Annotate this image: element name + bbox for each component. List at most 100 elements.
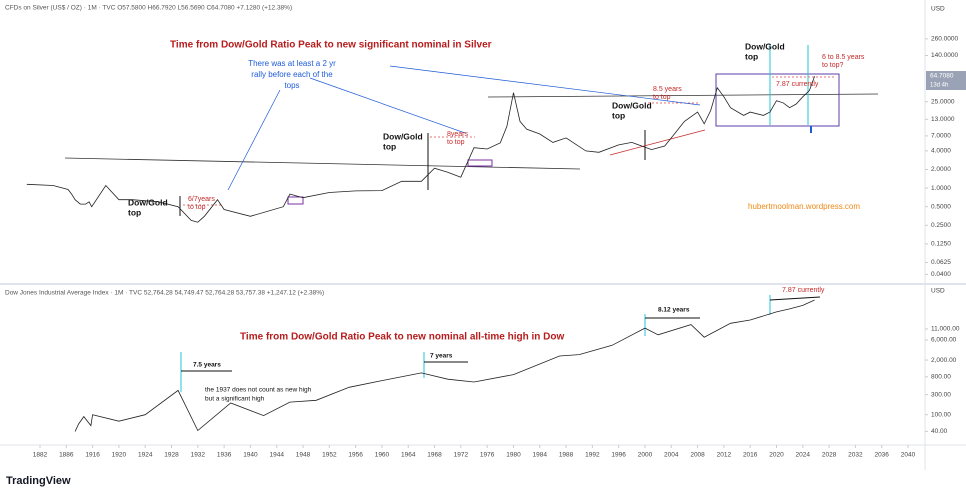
y-tick-label: 7.0000	[931, 133, 951, 140]
y-tick-label: 140.0000	[931, 52, 958, 59]
range-box	[287, 196, 304, 205]
x-tick-label: 1920	[112, 452, 127, 459]
dow-header: Dow Jones Industrial Average Index · 1M …	[5, 290, 324, 297]
annotation: top	[383, 141, 396, 151]
x-tick-label: 1988	[559, 452, 574, 459]
x-tick-label: 2000	[638, 452, 653, 459]
annotation: top	[128, 207, 141, 217]
annotation: 7.87 currently	[782, 287, 825, 294]
annotation: 7.5 years	[193, 362, 221, 369]
price-countdown: 13d 4h	[930, 83, 948, 89]
y-tick-label: 1.0000	[931, 185, 951, 192]
x-tick-label: 1980	[506, 452, 521, 459]
y-axis-unit: USD	[931, 288, 945, 295]
annotation: 8.5 years	[653, 86, 682, 93]
x-tick-label: 1944	[269, 452, 284, 459]
x-tick-label: 1972	[454, 452, 469, 459]
trend-line	[487, 93, 879, 98]
arrow	[769, 296, 821, 301]
silver-header: CFDs on Silver (US$ / OZ) · 1M · TVC O57…	[5, 5, 292, 12]
annotation-title: Time from Dow/Gold Ratio Peak to new nom…	[240, 332, 565, 343]
y-tick-label: 4.0000	[931, 148, 951, 155]
annotation: Dow/Gold	[128, 197, 168, 207]
x-tick-label: 1916	[85, 452, 100, 459]
x-tick-label: 2032	[848, 452, 863, 459]
price-label-box	[926, 71, 966, 90]
y-tick-label: 100.00	[931, 411, 951, 418]
marker	[810, 126, 812, 133]
y-tick-label: 25.0000	[931, 98, 955, 105]
price-label: 64.7080	[930, 73, 954, 80]
annotation: to top	[447, 139, 465, 146]
y-tick-label: 2,000.00	[931, 357, 957, 364]
y-tick-label: 11,000.00	[931, 326, 960, 333]
annotation: 7 years	[430, 353, 453, 360]
annotation: Dow/Gold	[383, 131, 423, 141]
y-tick-label: 260.0000	[931, 36, 958, 43]
trend-line	[609, 129, 706, 156]
y-axis-unit: USD	[931, 6, 945, 13]
x-tick-label: 1968	[427, 452, 442, 459]
x-tick-label: 1976	[480, 452, 495, 459]
y-tick-label: 40.00	[931, 428, 948, 435]
annotation: Dow/Gold	[612, 100, 652, 110]
x-tick-label: 2004	[664, 452, 679, 459]
y-tick-label: 0.0625	[931, 259, 951, 266]
x-tick-label: 1964	[401, 452, 416, 459]
x-tick-label: 2028	[822, 452, 837, 459]
annotation: tops	[284, 81, 299, 90]
annotation: but a significant high	[205, 396, 265, 403]
annotation: rally before each of the	[251, 70, 333, 79]
x-tick-label: 2020	[769, 452, 784, 459]
x-tick-label: 1882	[33, 452, 48, 459]
price-line	[26, 76, 815, 223]
x-tick-label: 1932	[191, 452, 206, 459]
annotation: 6 to 8.5 years	[822, 54, 865, 61]
y-tick-label: 0.5000	[931, 203, 951, 210]
x-tick-label: 2008	[690, 452, 705, 459]
y-tick-label: 0.1250	[931, 241, 951, 248]
arrow	[227, 89, 281, 191]
arrow	[389, 65, 701, 106]
range-box	[467, 159, 493, 167]
x-tick-label: 2040	[901, 452, 916, 459]
trend-line	[64, 157, 581, 170]
x-tick-label: 2024	[796, 452, 811, 459]
x-tick-label: 1960	[375, 452, 390, 459]
annotation: Dow/Gold	[745, 41, 785, 51]
annotation: top	[612, 110, 625, 120]
brand-logo: TradingView	[6, 475, 71, 487]
x-tick-label: 1948	[296, 452, 311, 459]
y-tick-label: 2.0000	[931, 166, 951, 173]
annotation: the 1937 does not count as new high	[205, 387, 312, 394]
y-tick-label: 13.0000	[931, 116, 955, 123]
annotation-title: Time from Dow/Gold Ratio Peak to new sig…	[170, 40, 492, 51]
y-tick-label: 6,000.00	[931, 337, 957, 344]
x-tick-label: 1992	[585, 452, 600, 459]
annotation: to top	[653, 94, 671, 101]
annotation: There was at least a 2 yr	[248, 59, 336, 68]
x-tick-label: 2012	[717, 452, 732, 459]
annotation: 8.12 years	[658, 307, 690, 314]
y-tick-label: 0.2500	[931, 222, 951, 229]
x-tick-label: 1956	[348, 452, 363, 459]
y-tick-label: 0.0400	[931, 271, 951, 278]
annotation: 6/7years	[188, 196, 215, 203]
x-tick-label: 1924	[138, 452, 153, 459]
x-tick-label: 2016	[743, 452, 758, 459]
price-line	[74, 299, 815, 432]
annotation: to top	[188, 204, 206, 211]
annotation: to top?	[822, 62, 844, 69]
y-tick-label: 800.00	[931, 373, 951, 380]
x-tick-label: 1886	[59, 452, 74, 459]
annotation: 7.87 currently	[776, 81, 819, 88]
x-tick-label: 1952	[322, 452, 337, 459]
x-tick-label: 1936	[217, 452, 232, 459]
range-box	[715, 73, 840, 127]
x-tick-label: 2036	[874, 452, 889, 459]
x-tick-label: 1928	[164, 452, 179, 459]
watermark: hubertmoolman.wordpress.com	[748, 202, 860, 211]
annotation: top	[745, 51, 758, 61]
